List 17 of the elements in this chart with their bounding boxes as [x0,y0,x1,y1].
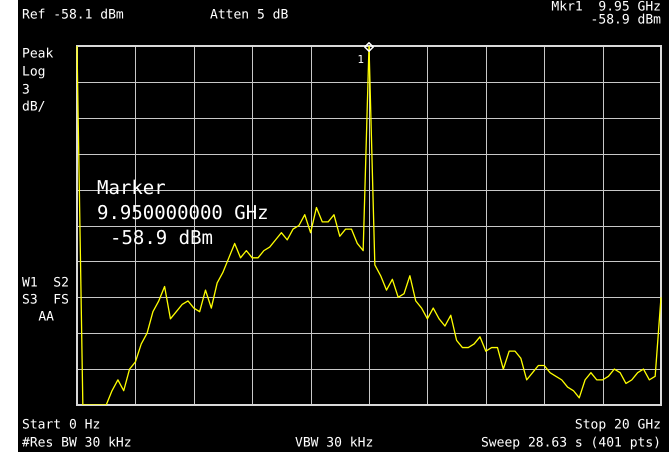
text: Atten 5 dB [210,7,288,22]
annotation: 1 [357,52,364,66]
text: Log [22,64,46,80]
text: 3 [22,82,30,98]
text: Ref -58.1 dBm [22,7,124,22]
text: -58.9 dBm [590,12,662,28]
text: Sweep 28.63 s (401 pts) [480,435,661,450]
text: AA [38,309,54,324]
text: Mkr1 9.95 GHz [551,0,661,14]
text: #Res BW 30 kHz [22,435,132,450]
text: Peak [22,46,54,62]
text: S3 FS [22,292,69,308]
text: Stop 20 GHz [574,417,661,432]
text: dB/ [22,99,46,114]
text: W1 S2 [22,275,69,290]
text: Start 0 Hz [22,417,100,432]
text: VBW 30 kHz [295,435,374,450]
